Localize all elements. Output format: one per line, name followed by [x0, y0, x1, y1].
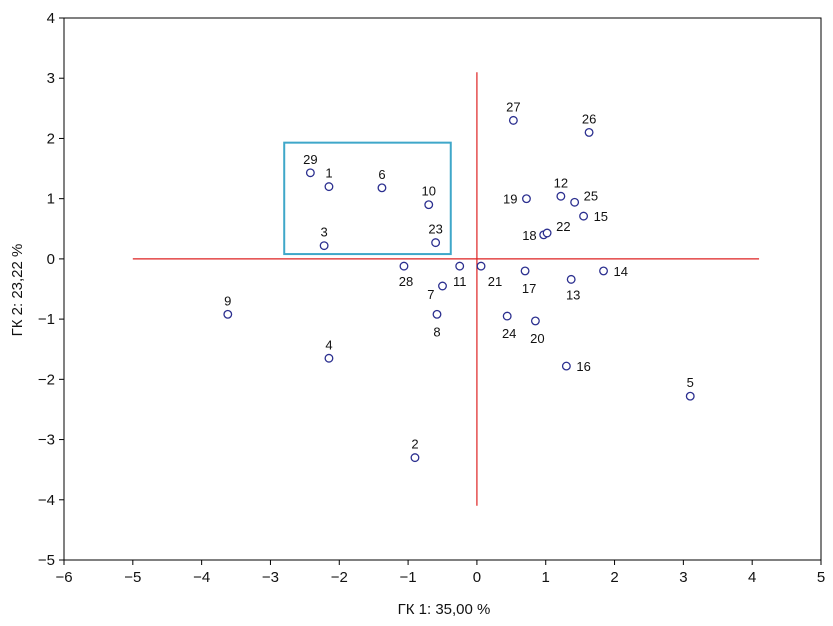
y-axis-title: ГК 2: 23,22 %: [9, 244, 26, 337]
y-tick-label: 4: [47, 10, 55, 27]
data-point-15: [579, 211, 589, 221]
data-point-6: [377, 183, 387, 193]
x-tick-label: 3: [679, 569, 687, 586]
data-point-label-4: 4: [325, 337, 332, 352]
data-point-label-19: 19: [503, 192, 517, 207]
y-tick-label: 0: [47, 251, 55, 268]
data-point-label-26: 26: [582, 111, 596, 126]
y-tick-label: −1: [38, 311, 55, 328]
data-point-9: [223, 309, 233, 319]
data-point-label-21: 21: [488, 274, 502, 289]
data-point-label-23: 23: [428, 222, 442, 237]
data-point-14: [599, 266, 608, 276]
x-tick-label: 2: [610, 569, 618, 586]
data-point-20: [530, 316, 540, 326]
data-point-13: [566, 274, 576, 284]
x-tick-label: 1: [542, 569, 550, 586]
data-point-label-9: 9: [224, 293, 231, 308]
data-point-label-3: 3: [321, 225, 328, 240]
data-point-label-24: 24: [502, 326, 516, 341]
data-point-29: [305, 168, 315, 178]
y-tick-label: −4: [38, 492, 55, 509]
data-point-25: [570, 197, 580, 207]
y-tick-label: −5: [38, 552, 55, 569]
data-point-4: [324, 353, 334, 363]
data-point-label-2: 2: [411, 437, 418, 452]
y-tick-label: 2: [47, 130, 55, 147]
data-point-label-14: 14: [614, 264, 628, 279]
data-point-label-13: 13: [566, 287, 580, 302]
y-tick-label: −2: [38, 371, 55, 388]
data-point-label-6: 6: [378, 167, 385, 182]
data-point-label-18: 18: [522, 228, 536, 243]
x-tick-label: −1: [400, 569, 417, 586]
x-tick-label: −3: [262, 569, 279, 586]
data-point-label-28: 28: [399, 274, 413, 289]
data-point-23: [431, 238, 441, 248]
data-point-7: [438, 281, 447, 291]
y-tick-label: −3: [38, 432, 55, 449]
data-point-16: [561, 361, 571, 371]
x-tick-label: −5: [124, 569, 141, 586]
data-point-label-8: 8: [433, 324, 440, 339]
x-tick-label: −4: [193, 569, 210, 586]
x-tick-label: −2: [331, 569, 348, 586]
data-point-17: [520, 266, 530, 276]
data-point-label-5: 5: [687, 375, 694, 390]
data-point-22: [542, 228, 552, 238]
data-point-19: [522, 194, 531, 204]
data-point-12: [556, 191, 566, 201]
x-tick-label: 0: [473, 569, 481, 586]
y-tick-label: 1: [47, 191, 55, 208]
data-point-26: [584, 127, 594, 137]
data-point-label-25: 25: [584, 188, 598, 203]
data-point-label-11: 11: [453, 274, 467, 289]
data-point-2: [410, 453, 420, 463]
data-point-label-12: 12: [554, 175, 568, 190]
data-point-label-7: 7: [427, 287, 434, 302]
highlight-box: [283, 141, 452, 256]
data-point-5: [685, 391, 695, 401]
y-tick-label: 3: [47, 70, 55, 87]
data-point-11: [455, 261, 465, 271]
data-point-label-15: 15: [594, 209, 608, 224]
data-point-label-27: 27: [506, 99, 520, 114]
data-point-label-29: 29: [303, 152, 317, 167]
plot-frame: [63, 17, 822, 561]
data-point-10: [424, 200, 434, 210]
data-point-label-20: 20: [530, 331, 544, 346]
x-tick-label: 4: [748, 569, 756, 586]
data-point-24: [502, 311, 512, 321]
x-tick-label: 5: [817, 569, 825, 586]
data-point-label-10: 10: [422, 184, 436, 199]
data-point-1: [324, 182, 334, 192]
x-axis-title: ГК 1: 35,00 %: [398, 601, 491, 618]
x-tick-label: −6: [55, 569, 72, 586]
data-point-27: [508, 115, 518, 125]
data-point-3: [319, 241, 329, 251]
data-point-label-1: 1: [325, 166, 332, 181]
data-point-label-17: 17: [522, 281, 536, 296]
data-point-8: [432, 309, 442, 319]
data-point-21: [476, 261, 486, 271]
data-point-label-16: 16: [576, 359, 590, 374]
data-point-28: [399, 261, 409, 271]
data-point-label-22: 22: [556, 219, 570, 234]
